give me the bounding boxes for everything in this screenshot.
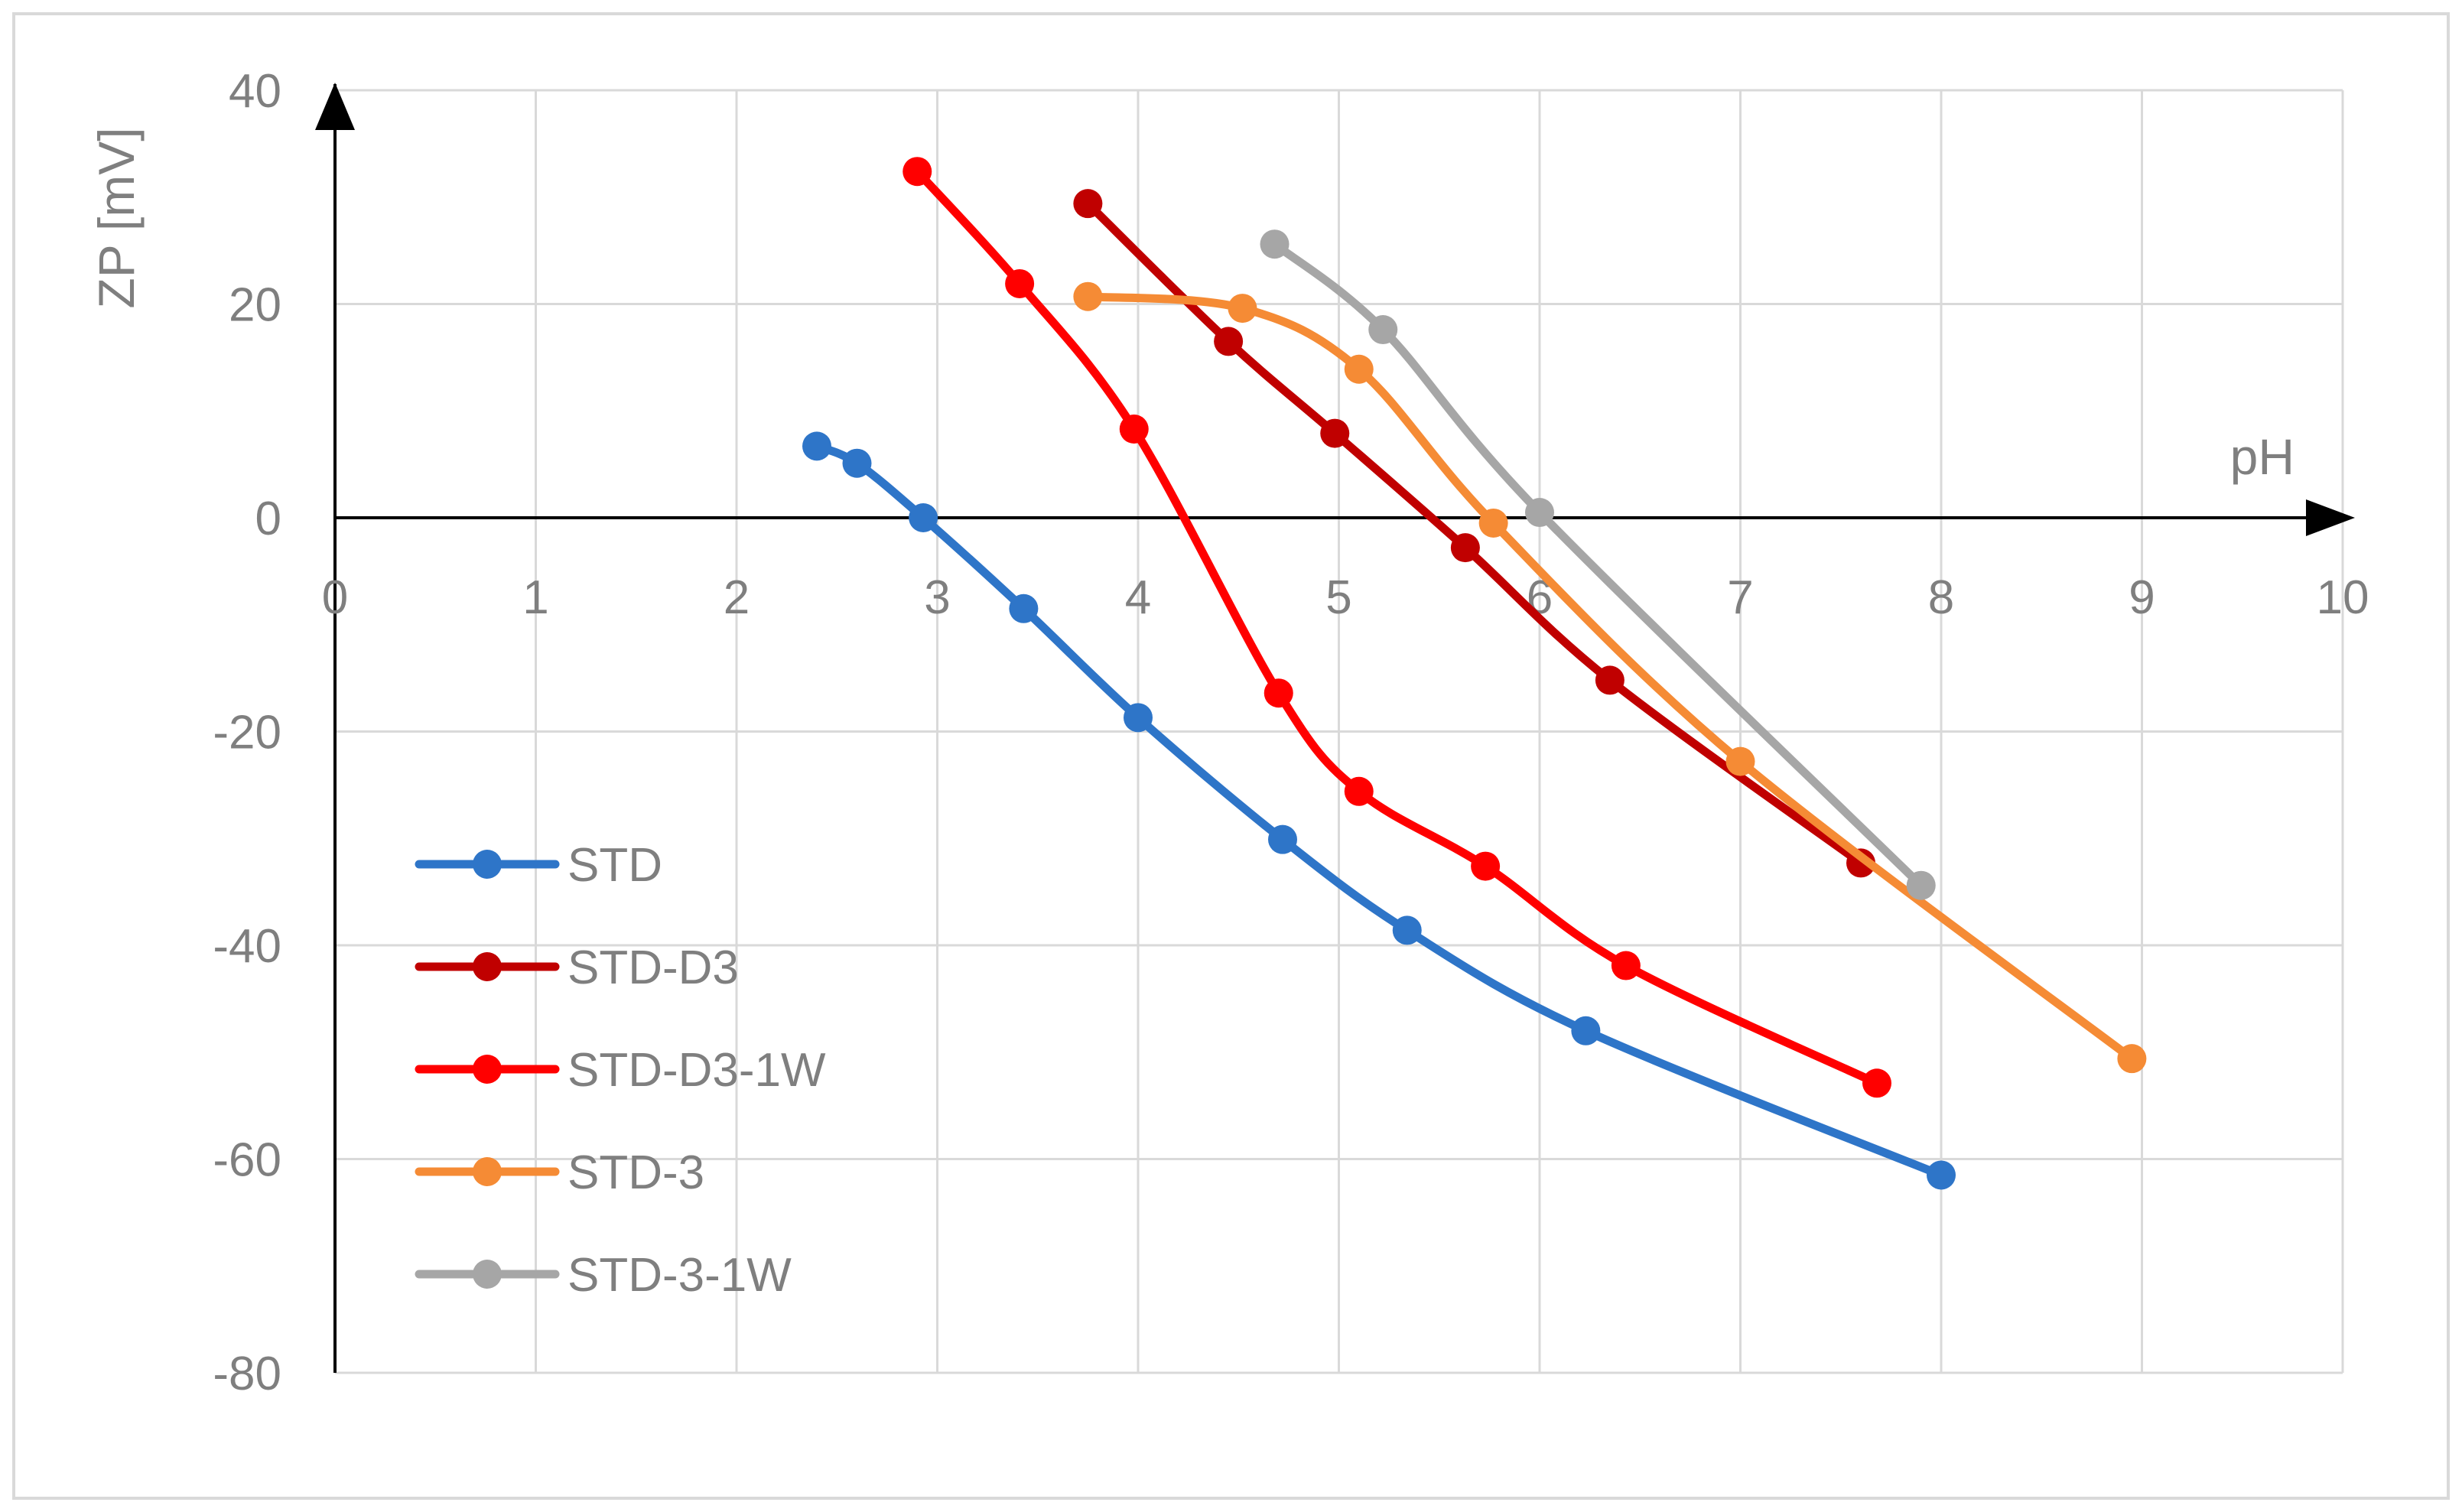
data-point [1906, 870, 1936, 900]
x-axis-arrowhead [2306, 499, 2355, 536]
x-tick-label: 2 [724, 571, 750, 624]
legend-label: STD-D3-1W [568, 1044, 826, 1097]
data-point [1525, 498, 1554, 528]
data-point [1450, 533, 1480, 563]
legend-item-std: STD [415, 839, 662, 892]
data-point [903, 157, 932, 187]
legend: STD STD-D3 STD-D3-1W STD-3 STD-3-1W [415, 839, 826, 1302]
x-axis-title: pH [2230, 428, 2295, 485]
y-tick-label: 40 [229, 65, 281, 118]
data-point [1471, 851, 1501, 881]
x-tick-label: 7 [1727, 571, 1753, 624]
x-tick-label: 10 [2317, 571, 2369, 624]
data-point [1228, 294, 1257, 324]
data-series [802, 157, 2147, 1190]
data-point [1344, 776, 1374, 806]
legend-label: STD-3-1W [568, 1249, 792, 1302]
data-point [1392, 915, 1422, 945]
series-std-3-1w [1260, 229, 1936, 900]
series-line-std-3-1w [1270, 239, 1926, 890]
legend-item-std-3: STD-3 [415, 1146, 704, 1199]
legend-label: STD-D3 [568, 941, 739, 994]
legend-swatch-marker [473, 1055, 502, 1084]
data-point [1927, 1160, 1956, 1190]
y-axis-title: ZP [mV] [88, 127, 145, 308]
axes [315, 83, 2355, 1373]
x-tick-label: 0 [322, 571, 348, 624]
data-point [1320, 418, 1350, 448]
data-point [1571, 1016, 1601, 1045]
y-tick-label: -80 [213, 1348, 281, 1400]
y-tick-label: 20 [229, 279, 281, 332]
data-point [1073, 281, 1103, 311]
data-point [1124, 703, 1153, 733]
x-tick-label: 5 [1325, 571, 1351, 624]
y-tick-label: 0 [255, 493, 281, 545]
data-point [2117, 1044, 2147, 1074]
chart-border [12, 12, 2450, 1500]
data-point [1478, 508, 1508, 538]
legend-item-std-d3-1w: STD-D3-1W [415, 1044, 826, 1097]
data-point [1073, 189, 1103, 219]
data-point [1119, 415, 1149, 444]
data-point [1344, 354, 1374, 384]
data-point [1214, 327, 1244, 356]
data-point [1595, 665, 1625, 695]
data-point [1862, 1068, 1891, 1098]
legend-item-std-d3: STD-D3 [415, 941, 739, 994]
data-point [1005, 268, 1035, 298]
data-point [1611, 951, 1641, 980]
y-tick-label: -20 [213, 707, 281, 759]
y-axis-arrowhead [315, 83, 355, 130]
x-tick-label: 3 [924, 571, 950, 624]
data-point [842, 448, 872, 478]
y-tick-label: -60 [213, 1134, 281, 1187]
series-std-d3-1w [903, 157, 1891, 1098]
y-tick-label: -40 [213, 920, 281, 973]
data-point [1725, 746, 1755, 776]
x-tick-label: 8 [1928, 571, 1954, 624]
data-point [1009, 593, 1039, 623]
data-point [1268, 824, 1297, 854]
data-point [802, 431, 831, 461]
series-std-3 [1073, 281, 2147, 1074]
data-point [1260, 229, 1290, 259]
legend-item-std-3-1w: STD-3-1W [415, 1249, 792, 1302]
gridlines [335, 89, 2344, 1374]
x-tick-label: 4 [1125, 571, 1151, 624]
legend-swatch-marker [473, 850, 502, 879]
legend-swatch-marker [473, 1260, 502, 1289]
data-point [909, 503, 938, 532]
series-std-d3 [1073, 189, 1875, 878]
series-line-std-d3 [1083, 199, 1865, 867]
data-point [1264, 678, 1293, 708]
x-tick-label: 1 [522, 571, 548, 624]
legend-label: STD [568, 839, 662, 892]
x-tick-label: 9 [2129, 571, 2155, 624]
legend-swatch-marker [473, 1157, 502, 1186]
legend-swatch-marker [473, 952, 502, 981]
series-std [802, 431, 1956, 1190]
data-point [1368, 315, 1398, 345]
legend-label: STD-3 [568, 1146, 704, 1199]
